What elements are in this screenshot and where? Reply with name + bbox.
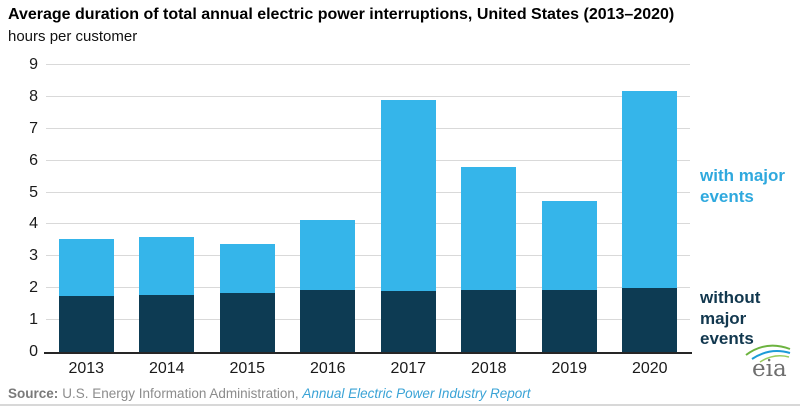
y-tick-label-8: 8 (29, 87, 38, 105)
y-tick-label-3: 3 (29, 247, 38, 265)
gridline-3 (46, 255, 690, 257)
bar-segment-without-major-events-2013 (58, 296, 114, 352)
y-tick-label-1: 1 (29, 311, 38, 329)
y-tick-label-6: 6 (29, 151, 38, 169)
bar-segment-without-major-events-2016 (300, 289, 356, 352)
x-tick-label-2018: 2018 (470, 360, 507, 377)
source-label: Source: (8, 386, 59, 401)
bottom-divider (0, 404, 800, 406)
bar-segment-without-major-events-2020 (622, 288, 678, 352)
bar-segment-without-major-events-2017 (380, 291, 436, 352)
y-tick-label-2: 2 (29, 279, 38, 297)
gridline-4 (46, 223, 690, 225)
bar-segment-without-major-events-2015 (219, 293, 275, 352)
x-tick-label-2020: 2020 (631, 360, 668, 377)
gridline-8 (46, 95, 690, 97)
chart-title: Average duration of total annual electri… (8, 6, 675, 23)
x-axis-line (44, 352, 692, 354)
bar-segment-with-major-events-2015 (219, 243, 275, 294)
bar-segment-with-major-events-2016 (300, 219, 356, 290)
x-tick-label-2013: 2013 (68, 360, 105, 377)
eia-logo: eia (738, 340, 796, 382)
source-line: Source: U.S. Energy Information Administr… (8, 386, 792, 401)
chart-subtitle: hours per customer (8, 28, 138, 45)
bar-segment-without-major-events-2018 (461, 289, 517, 352)
gridline-2 (46, 287, 690, 289)
legend-with-major-events: with major events (700, 166, 786, 206)
x-tick-label-2017: 2017 (390, 360, 427, 377)
bar-segment-with-major-events-2018 (461, 167, 517, 290)
bar-segment-with-major-events-2013 (58, 238, 114, 297)
plot-area: 0 1 2 3 4 5 6 7 8 9 2013 2014 2015 2016 2017 2018 2019 20… (29, 57, 692, 377)
gridline-1 (46, 319, 690, 321)
gridline-5 (46, 191, 690, 193)
source-text: U.S. Energy Information Administration, (62, 386, 303, 401)
y-tick-label-5: 5 (29, 183, 38, 201)
x-tick-label-2014: 2014 (148, 360, 185, 377)
legend-without-major-events: without major events (700, 288, 761, 349)
x-tick-label-2019: 2019 (551, 360, 588, 377)
y-tick-label-0: 0 (29, 343, 38, 360)
source-link[interactable]: Annual Electric Power Industry Report (302, 386, 531, 401)
x-tick-label-2016: 2016 (309, 360, 346, 377)
bar-segment-with-major-events-2020 (622, 90, 678, 289)
gridline-9 (46, 64, 690, 65)
gridline-7 (46, 127, 690, 129)
eia-logo-swoosh-icon: eia (745, 344, 791, 382)
bar-segment-with-major-events-2014 (139, 237, 195, 295)
bar-segment-without-major-events-2014 (139, 294, 195, 352)
y-tick-label-7: 7 (29, 119, 38, 137)
y-tick-label-4: 4 (29, 215, 38, 233)
bar-segment-with-major-events-2019 (541, 200, 597, 290)
x-tick-label-2015: 2015 (229, 360, 266, 377)
bar-segment-with-major-events-2017 (380, 100, 436, 292)
gridline-6 (46, 159, 690, 161)
y-tick-label-9: 9 (29, 56, 38, 73)
eia-logo-text: eia (752, 356, 787, 382)
bar-segment-without-major-events-2019 (541, 289, 597, 352)
